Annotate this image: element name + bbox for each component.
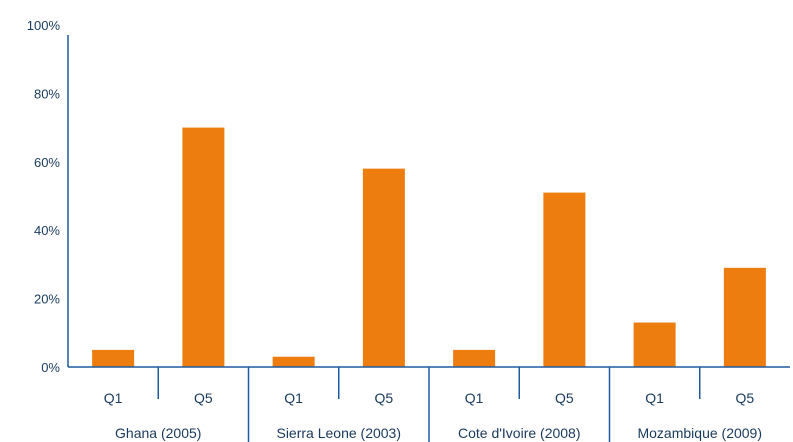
category-label: Q1 — [104, 390, 123, 406]
category-label: Q1 — [645, 390, 664, 406]
y-tick-label: 40% — [34, 223, 60, 238]
group-label: Cote d'Ivoire (2008) — [458, 425, 581, 441]
category-label: Q1 — [284, 390, 303, 406]
bar-q1 — [92, 349, 135, 367]
x-axis-labels: Q1 Q5 Ghana (2005) Q1 Q5 Sierra Leone (2003) Q… — [104, 390, 762, 441]
category-label: Q1 — [465, 390, 484, 406]
bar-q1 — [453, 349, 496, 367]
category-label: Q5 — [736, 390, 755, 406]
y-tick-label: 60% — [34, 155, 60, 170]
bar-q5 — [182, 127, 225, 367]
bars — [92, 127, 766, 367]
group-label: Sierra Leone (2003) — [276, 425, 401, 441]
group-label: Mozambique (2009) — [637, 425, 762, 441]
bar-q1 — [633, 322, 676, 367]
bar-q5 — [362, 168, 405, 367]
bar-q1 — [272, 356, 315, 367]
axes — [67, 35, 790, 442]
y-tick-label: 100% — [27, 18, 61, 33]
bar-q5 — [723, 267, 766, 367]
y-tick-label: 20% — [34, 292, 60, 307]
y-axis-ticks: 0% 20% 40% 60% 80% 100% — [27, 18, 61, 375]
y-tick-label: 0% — [41, 360, 60, 375]
category-label: Q5 — [375, 390, 394, 406]
y-tick-label: 80% — [34, 86, 60, 101]
group-label: Ghana (2005) — [115, 425, 201, 441]
category-label: Q5 — [555, 390, 574, 406]
category-label: Q5 — [194, 390, 213, 406]
bar-q5 — [543, 192, 586, 367]
